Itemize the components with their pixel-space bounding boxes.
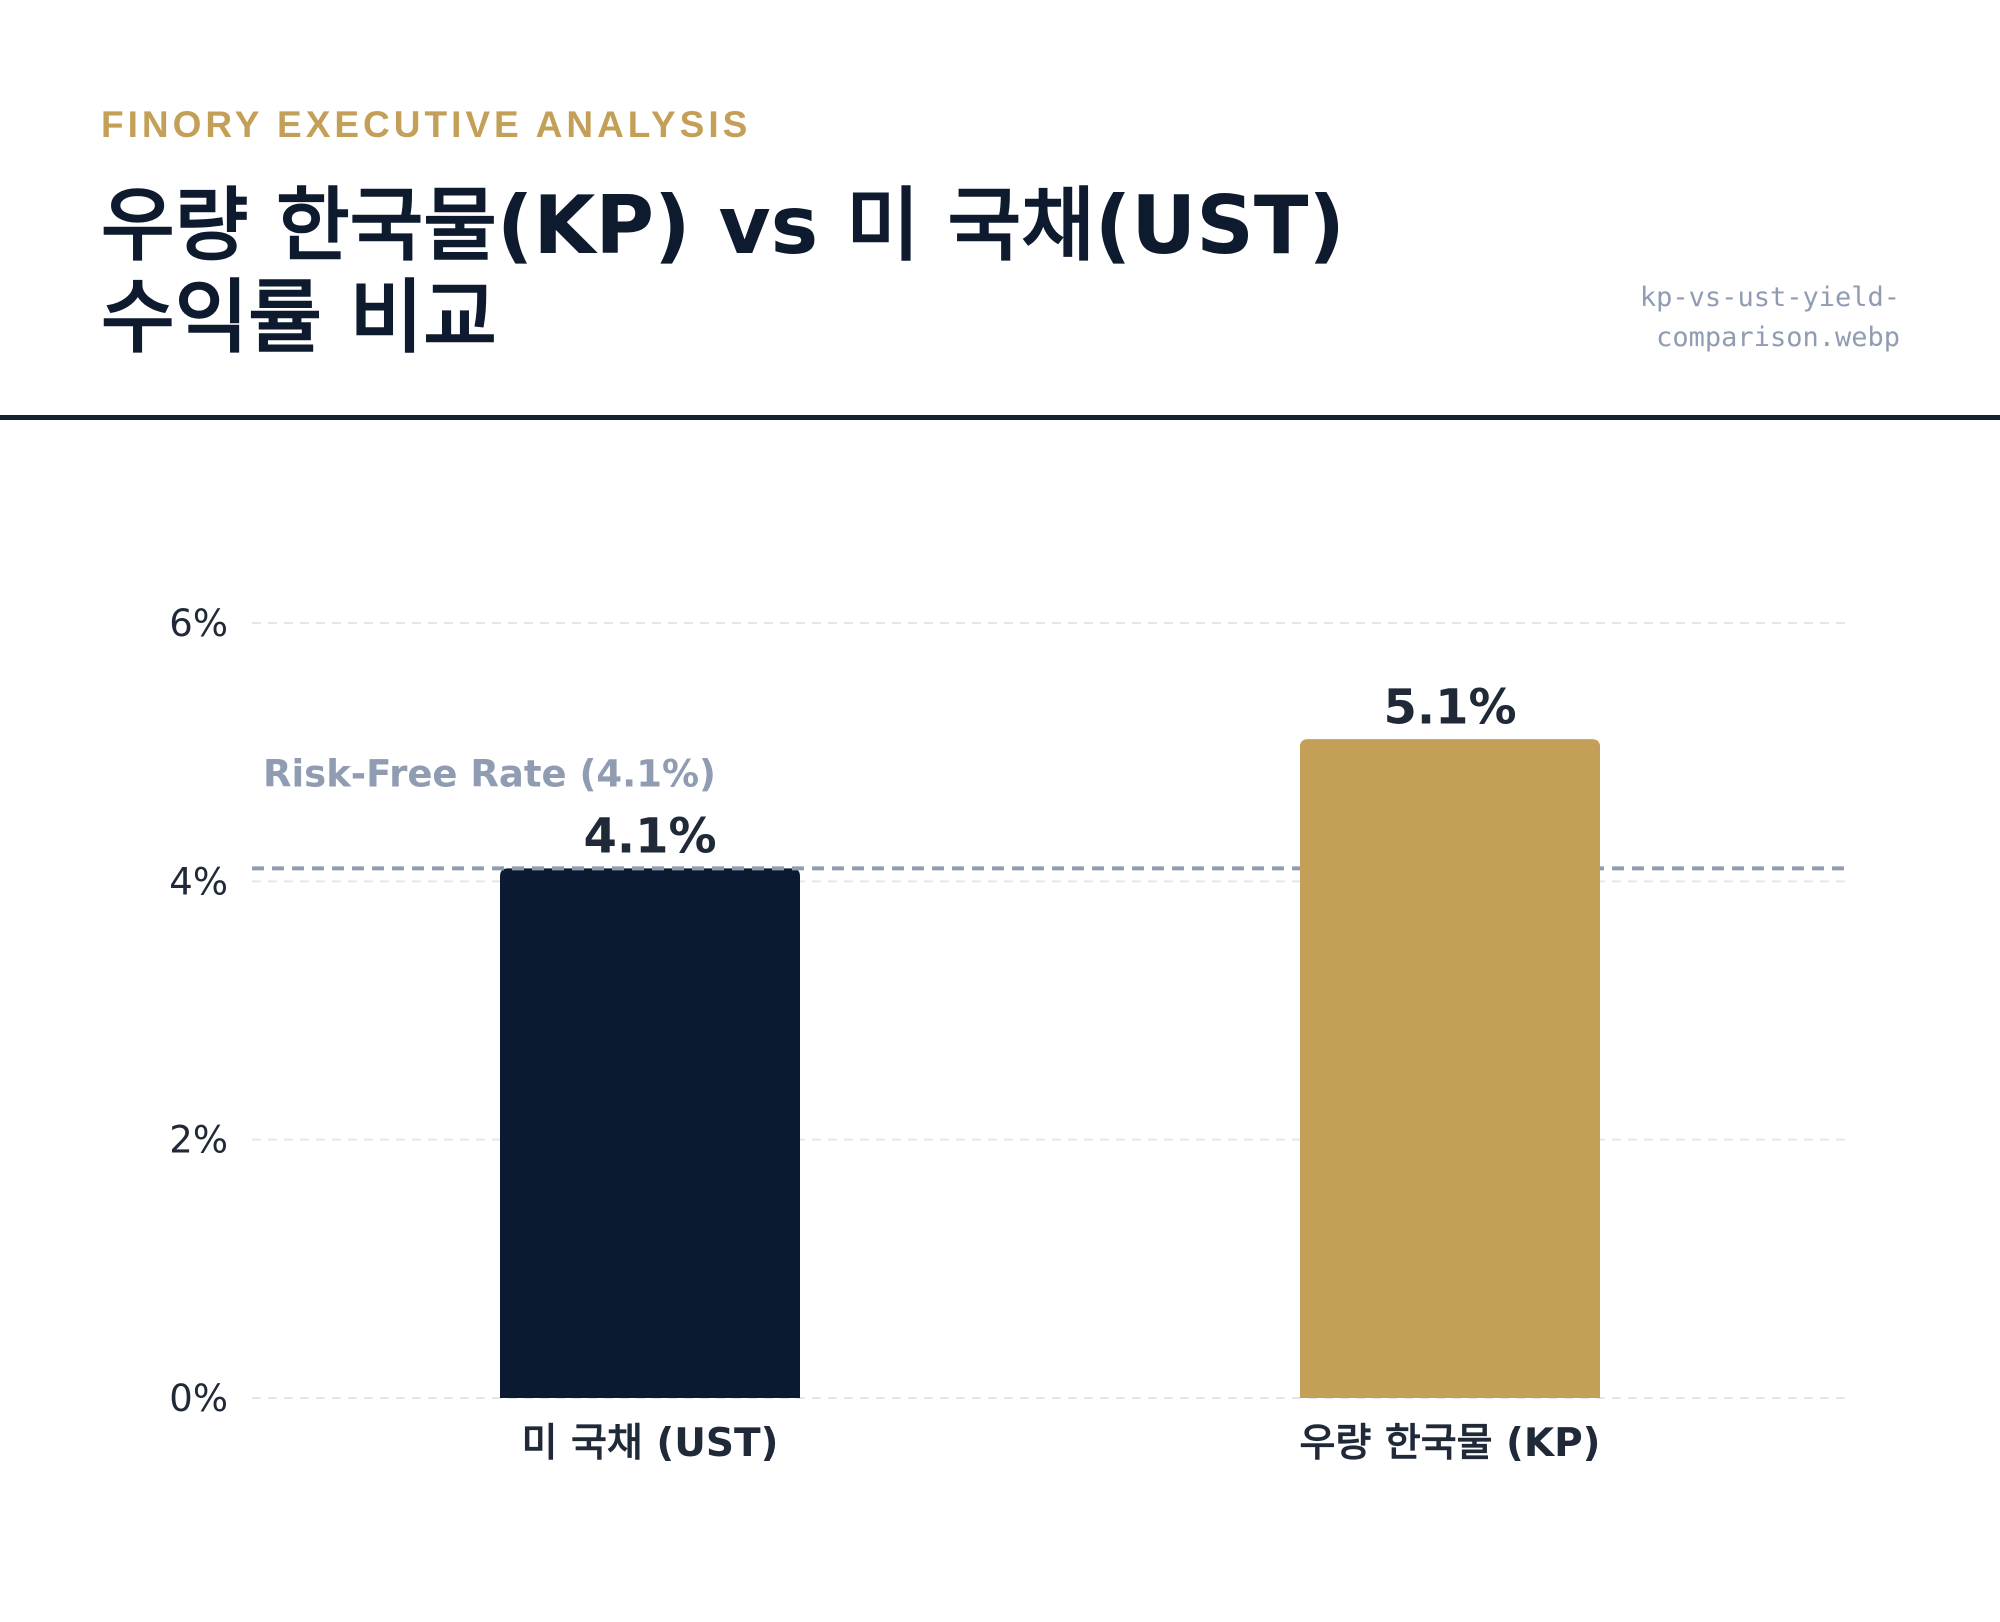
y-tick-label: 4% xyxy=(169,860,228,903)
bar-value-label: 4.1% xyxy=(583,808,716,864)
bar-1-overlay xyxy=(1300,739,1600,1398)
filename-line-2: comparison.webp xyxy=(1656,322,1900,353)
filename-line-1: kp-vs-ust-yield- xyxy=(1639,282,1900,313)
grid-lines xyxy=(252,622,1848,1399)
risk-free-rate-label: Risk-Free Rate (4.1%) xyxy=(263,752,716,795)
bar-value-label: 5.1% xyxy=(1383,679,1516,735)
y-tick-label: 2% xyxy=(169,1119,228,1162)
page-title: 우량 한국물(KP) vs 미 국채(UST) 수익률 비교 xyxy=(101,179,1345,364)
filename-label: kp-vs-ust-yield- comparison.webp xyxy=(1580,278,1900,358)
labels: 0% 2% 4% 6% 4.1% 미 국채 (UST) 5.1% 우량 한국물 (KP) Ris… xyxy=(169,602,1600,1466)
kicker-label: FINORY EXECUTIVE ANALYSIS xyxy=(101,104,752,145)
y-tick-label: 0% xyxy=(169,1377,228,1420)
reference-line-group xyxy=(252,739,1848,1398)
header: FINORY EXECUTIVE ANALYSIS 우량 한국물(KP) vs … xyxy=(0,0,2000,420)
bar-0 xyxy=(500,868,800,1398)
header-divider xyxy=(0,415,2000,420)
y-tick-label: 6% xyxy=(169,602,228,645)
x-category-label: 우량 한국물 (KP) xyxy=(1299,1421,1600,1466)
x-category-label: 미 국채 (UST) xyxy=(522,1421,779,1466)
